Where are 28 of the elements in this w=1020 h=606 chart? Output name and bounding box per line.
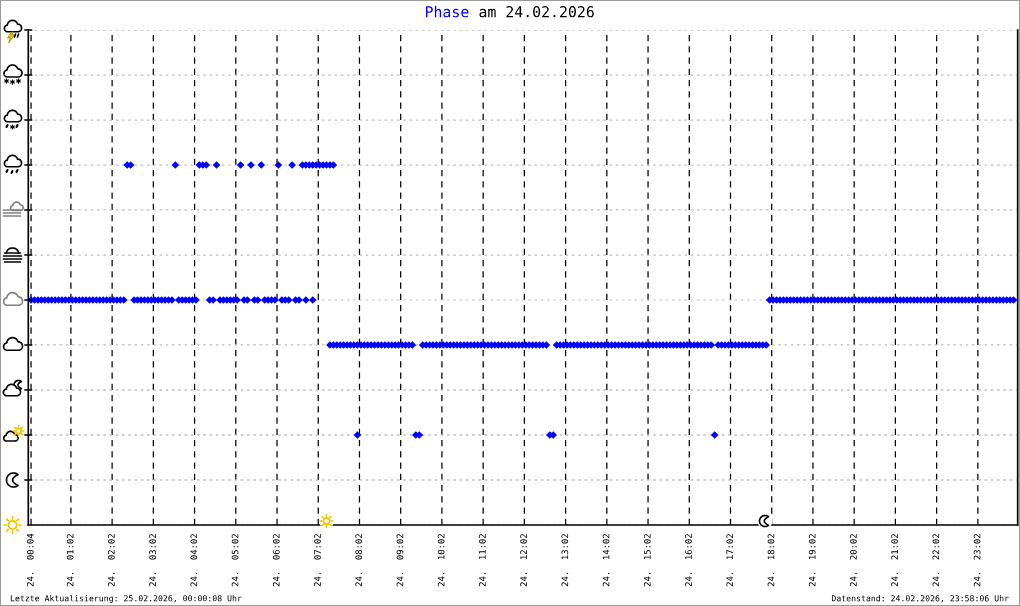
x-tick-label: 24. 10:02	[437, 534, 445, 587]
text: Datenstand: 24.02.2026, 23:58:06 Uhr	[831, 595, 1009, 603]
x-tick-label: 24. 22:02	[932, 534, 940, 587]
x-tick-label: 24. 19:02	[808, 534, 816, 587]
x-tick-label: 24. 05:02	[231, 534, 239, 587]
x-tick-label: 24. 20:02	[850, 534, 857, 587]
text: Letzte Aktualisierung: 25.02.2026, 00:00:08 Uhr	[10, 594, 242, 604]
x-tick-label: 24. 12:02	[520, 534, 527, 587]
x-tick-label: 24. 02:02	[108, 534, 115, 587]
x-tick-label: 24. 14:02	[602, 534, 610, 587]
chart-title: am 24.02.2026	[479, 6, 594, 18]
text: Phase	[425, 5, 469, 18]
x-tick-label: 24. 09:02	[396, 534, 404, 587]
x-tick-label: 24. 03:02	[149, 534, 156, 587]
x-tick-label: 24. 18:02	[767, 534, 775, 587]
x-tick-label: 24. 06:02	[272, 534, 280, 587]
x-tick-label: 24. 07:02	[314, 534, 321, 587]
x-tick-label: 24. 23:02	[973, 534, 981, 587]
x-tick-label: 24. 21:02	[891, 534, 898, 587]
x-tick-label: 24. 11:02	[479, 534, 486, 587]
x-tick-label: 24. 15:02	[643, 534, 651, 587]
x-tick-label: 24. 08:02	[355, 534, 363, 587]
x-tick-label: 24. 17:02	[726, 534, 734, 587]
x-tick-label: 24. 01:02	[66, 534, 74, 587]
x-tick-label: 24. 16:02	[685, 534, 692, 587]
x-tick-label: 24. 04:02	[190, 534, 198, 587]
x-tick-label: 24. 00:04	[26, 533, 34, 587]
x-tick-label: 24. 13:02	[561, 534, 569, 587]
